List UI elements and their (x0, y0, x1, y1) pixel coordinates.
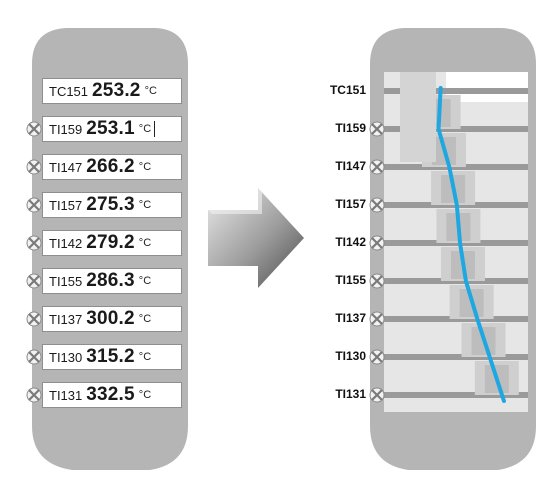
readout-unit: °C (138, 237, 152, 249)
readout-value: 253.1 (86, 118, 135, 139)
tray-band (384, 88, 528, 94)
readout-tag: TI131 (49, 387, 83, 403)
temperature-profile-line (436, 86, 506, 403)
readout-tag: TI157 (49, 197, 83, 213)
nozzle-icon (26, 121, 42, 137)
nozzle-icon (369, 349, 385, 365)
temperature-distribution (400, 72, 519, 395)
right-tag-label: TI130 (335, 349, 366, 363)
transform-arrow-icon (208, 188, 304, 288)
readout-box: TI142 279.2 °C (42, 230, 182, 256)
tray-band (384, 392, 528, 398)
readout-unit: °C (138, 351, 152, 363)
right-tag-label: TI157 (335, 197, 366, 211)
readout-value: 332.5 (86, 384, 135, 405)
right-tag-label: TI142 (335, 235, 366, 249)
nozzle-icon (26, 235, 42, 251)
nozzle-icon (369, 159, 385, 175)
readout-tag: TI142 (49, 235, 83, 251)
nozzle-icon (26, 349, 42, 365)
right-tag-label: TI147 (335, 159, 366, 173)
readout-box: TI137 300.2 °C (42, 306, 182, 332)
readout-value: 300.2 (86, 308, 135, 329)
readout-box: TI130 315.2 °C (42, 344, 182, 370)
nozzle-icon (26, 159, 42, 175)
nozzle-icon (26, 311, 42, 327)
right-nozzles (369, 121, 385, 403)
readout-value: 315.2 (86, 346, 135, 367)
nozzle-icon (369, 235, 385, 251)
readout-box: TC151 253.2 °C (42, 78, 182, 104)
readout-unit: °C (138, 123, 152, 135)
readout-unit: °C (138, 275, 152, 287)
nozzle-icon (369, 197, 385, 213)
readout-value: 279.2 (86, 232, 135, 253)
tray-band (384, 354, 528, 360)
readout-unit: °C (138, 389, 152, 401)
nozzle-icon (369, 121, 385, 137)
readout-value: 266.2 (86, 156, 135, 177)
right-tag-label: TI159 (335, 121, 366, 135)
readout-box: TI131 332.5 °C (42, 382, 182, 408)
readout-value: 286.3 (86, 270, 135, 291)
readout-unit: °C (138, 161, 152, 173)
readout-box: TI157 275.3 °C (42, 192, 182, 218)
nozzle-icon (369, 387, 385, 403)
left-nozzles (26, 121, 42, 403)
nozzle-icon (26, 273, 42, 289)
readout-unit: °C (138, 313, 152, 325)
readout-tag: TI137 (49, 311, 83, 327)
readout-tag: TC151 (49, 83, 89, 99)
right-tag-label: TI131 (335, 387, 366, 401)
distribution-shade (400, 72, 436, 162)
right-tag-label: TC151 (329, 83, 366, 97)
right-tag-label: TI155 (335, 273, 366, 287)
readout-tag: TI130 (49, 349, 83, 365)
nozzle-icon (26, 387, 42, 403)
nozzle-icon (369, 273, 385, 289)
nozzle-icon (26, 197, 42, 213)
readout-tag: TI147 (49, 159, 83, 175)
readout-tag: TI159 (49, 121, 83, 137)
readout-value: 275.3 (86, 194, 135, 215)
text-cursor (154, 121, 156, 137)
readout-value: 253.2 (92, 80, 141, 101)
nozzle-icon (369, 311, 385, 327)
right-tag-label: TI137 (335, 311, 366, 325)
readout-unit: °C (144, 85, 157, 97)
readout-box: TI155 286.3 °C (42, 268, 182, 294)
readout-box: TI147 266.2 °C (42, 154, 182, 180)
readout-tag: TI155 (49, 273, 83, 289)
readout-unit: °C (138, 199, 152, 211)
readout-box: TI159 253.1 °C (42, 116, 182, 142)
